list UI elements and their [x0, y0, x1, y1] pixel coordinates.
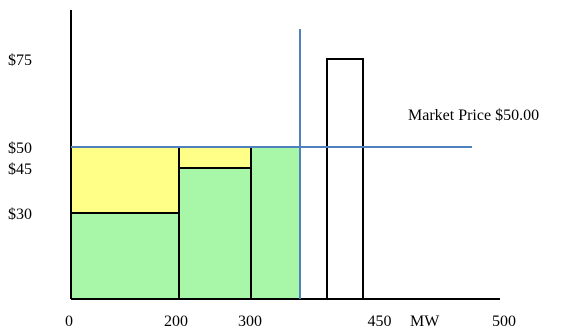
- market-price-label: Market Price $50.00: [408, 107, 539, 124]
- fill-layer: [71, 147, 300, 299]
- x-tick-label-4: 450: [367, 313, 391, 330]
- line-layer: [70, 10, 500, 300]
- surplus-area-1: [71, 147, 179, 213]
- y-tick-label-1: $75: [8, 52, 32, 69]
- cost-area-1: [71, 213, 179, 299]
- cost-area-2: [179, 168, 251, 299]
- surplus-area-2: [179, 147, 251, 168]
- x-unit-label: MW: [410, 313, 440, 330]
- y-tick-label-4: $30: [8, 206, 32, 223]
- y-tick-label-2: $50: [8, 140, 32, 157]
- cost-area-3: [251, 147, 300, 299]
- x-tick-label-1: 0: [65, 313, 73, 330]
- label-layer: $75 $50 $45 $30 0 200 300 450 500 MW Market Price …: [8, 52, 539, 330]
- x-tick-label-3: 300: [238, 313, 262, 330]
- x-tick-label-5: 500: [492, 313, 516, 330]
- rejected-block-4: [326, 58, 364, 300]
- y-tick-label-3: $45: [8, 161, 32, 178]
- x-tick-label-2: 200: [164, 313, 188, 330]
